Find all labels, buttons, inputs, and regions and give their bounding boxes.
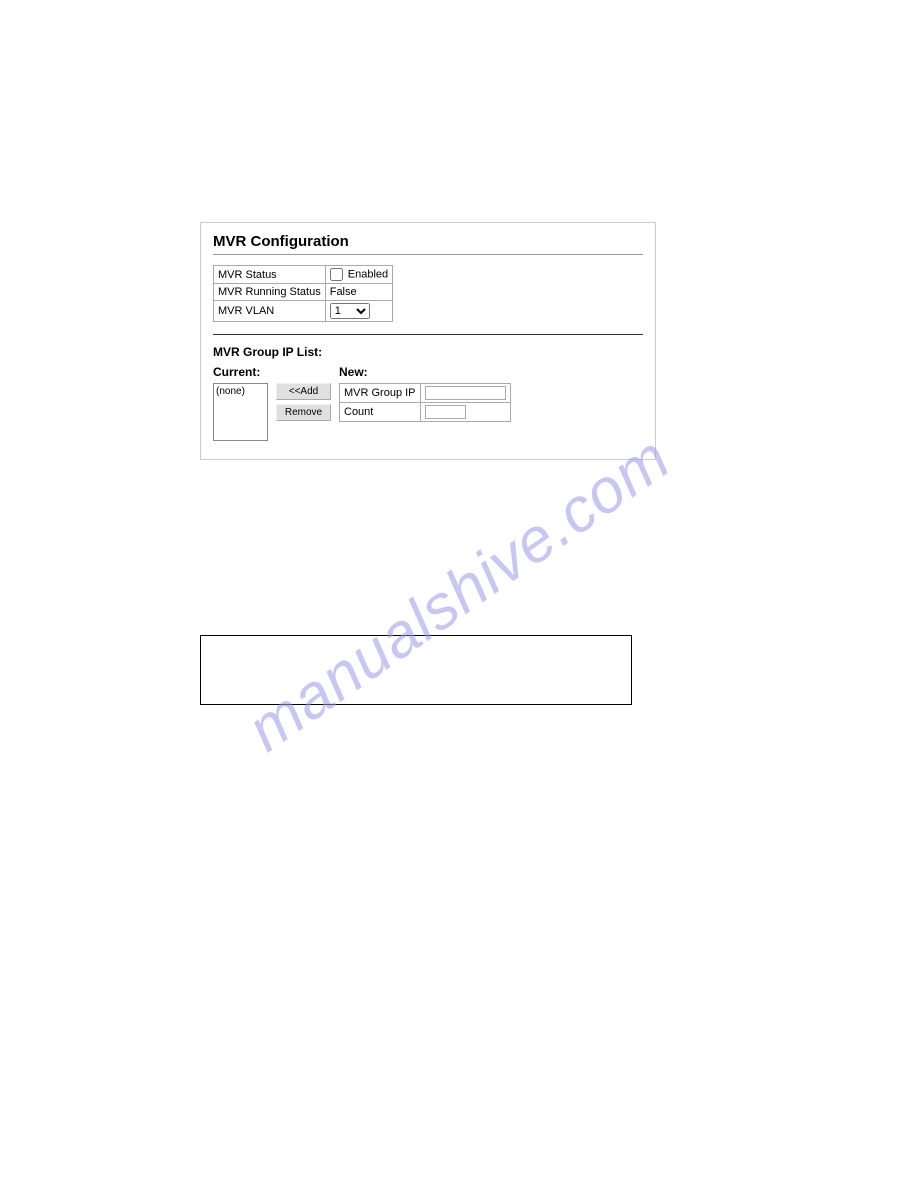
remove-button[interactable]: Remove [276,404,331,421]
count-input-cell [420,403,510,422]
current-listbox[interactable]: (none) [213,383,268,441]
new-label: New: [339,365,511,379]
group-ip-layout: Current: (none) <<Add Remove New: MVR Gr… [213,365,643,441]
add-button[interactable]: <<Add [276,383,331,400]
new-column: New: MVR Group IP Count [339,365,511,422]
group-ip-input-cell [420,384,510,403]
count-input[interactable] [425,405,466,419]
button-column: <<Add Remove [276,383,331,421]
mvr-vlan-cell: 1 [325,301,392,322]
group-ip-label: MVR Group IP [340,384,421,403]
mvr-status-label: MVR Status [214,266,326,284]
current-label: Current: [213,365,268,379]
enabled-checkbox[interactable] [330,268,343,281]
current-column: Current: (none) [213,365,268,441]
group-ip-input[interactable] [425,386,506,400]
table-row: Count [340,403,511,422]
new-fields-table: MVR Group IP Count [339,383,511,422]
table-row: MVR VLAN 1 [214,301,393,322]
empty-box [200,635,632,705]
divider-mid [213,334,643,335]
table-row: MVR Status Enabled [214,266,393,284]
config-table: MVR Status Enabled MVR Running Status Fa… [213,265,393,322]
count-label: Count [340,403,421,422]
mvr-status-cell: Enabled [325,266,392,284]
mvr-vlan-label: MVR VLAN [214,301,326,322]
divider-top [213,254,643,255]
panel-title: MVR Configuration [213,233,643,250]
running-status-value: False [325,284,392,301]
enabled-label: Enabled [348,268,388,280]
watermark-text: manualshive.com [235,422,683,765]
table-row: MVR Running Status False [214,284,393,301]
mvr-config-panel: MVR Configuration MVR Status Enabled MVR… [200,222,656,460]
mvr-vlan-select[interactable]: 1 [330,303,370,319]
listbox-none: (none) [216,386,245,397]
table-row: MVR Group IP [340,384,511,403]
group-ip-list-title: MVR Group IP List: [213,345,643,359]
running-status-label: MVR Running Status [214,284,326,301]
